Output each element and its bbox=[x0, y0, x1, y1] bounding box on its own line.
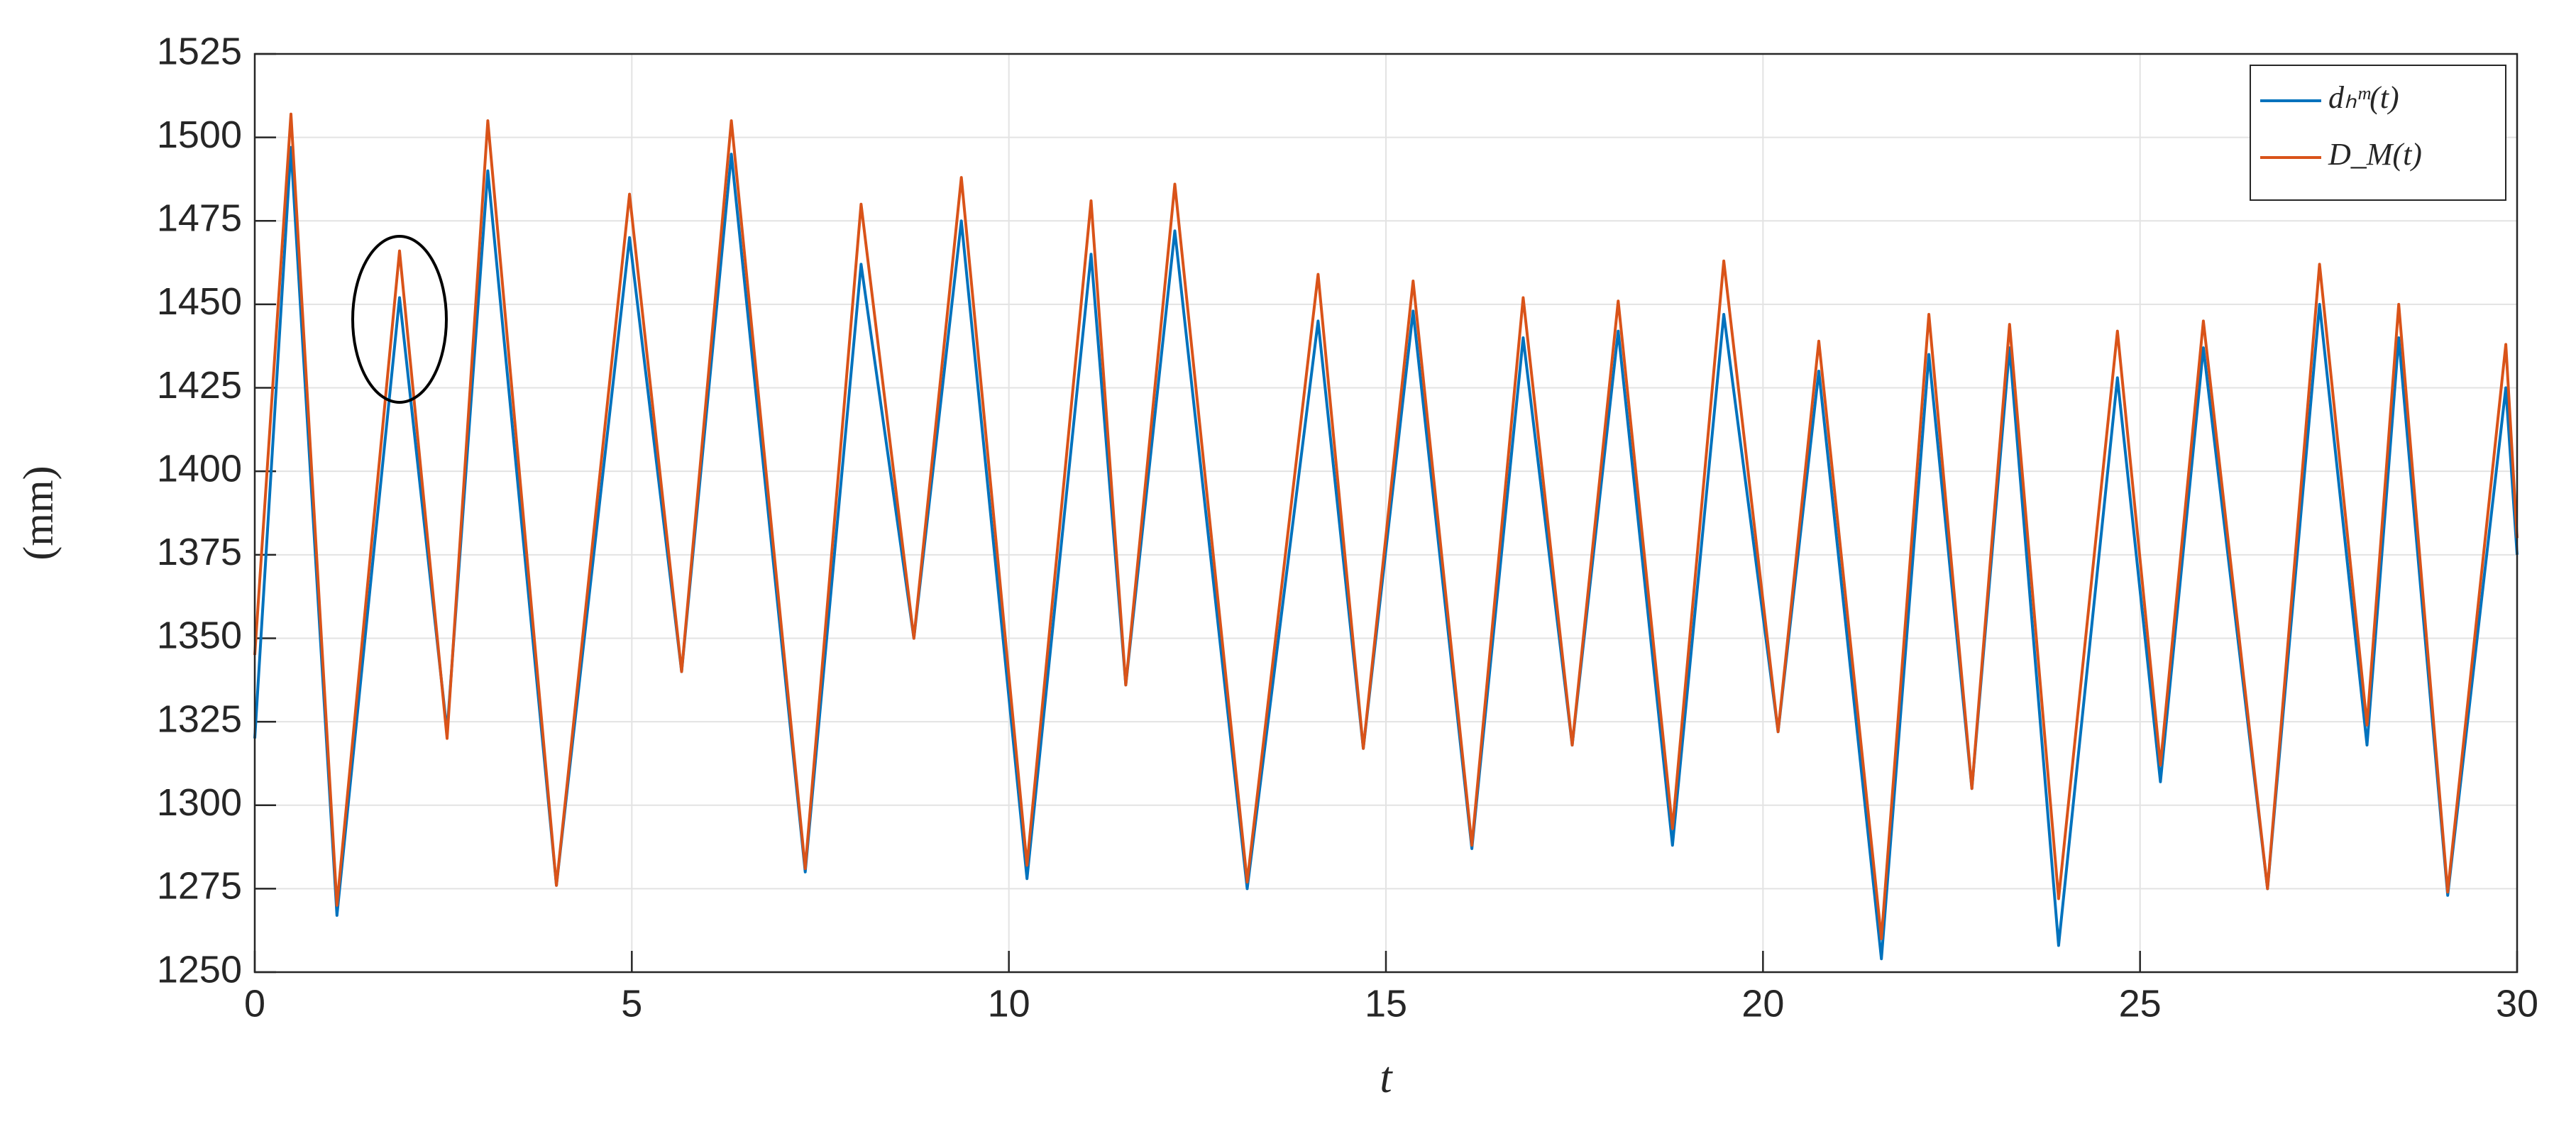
data-line bbox=[253, 112, 2519, 940]
legend-box bbox=[2250, 65, 2506, 201]
x-tick-label: 5 bbox=[621, 982, 642, 1025]
legend-label: dₕᵐ(t) bbox=[2328, 80, 2399, 115]
x-tick-label: 10 bbox=[988, 982, 1030, 1025]
x-tick-label: 0 bbox=[244, 982, 265, 1025]
y-tick-label: 1450 bbox=[157, 280, 242, 323]
y-tick-label: 1275 bbox=[157, 865, 242, 908]
y-tick-label: 1400 bbox=[157, 447, 242, 490]
y-tick-label: 1350 bbox=[157, 615, 242, 657]
x-tick-label: 20 bbox=[1741, 982, 1784, 1025]
y-tick-label: 1250 bbox=[157, 948, 242, 991]
y-tick-label: 1300 bbox=[157, 781, 242, 824]
x-tick-label: 25 bbox=[2119, 982, 2162, 1025]
legend-label: D_M(t) bbox=[2328, 137, 2422, 172]
y-tick-label: 1500 bbox=[157, 114, 242, 156]
annotation-ellipse bbox=[351, 235, 448, 404]
legend: dₕᵐ(t) D_M(t) bbox=[2250, 65, 2506, 201]
x-axis-label: t bbox=[1380, 1054, 1393, 1102]
y-tick-label: 1525 bbox=[157, 30, 242, 72]
y-tick-label: 1375 bbox=[157, 531, 242, 573]
x-tick-label: 30 bbox=[2496, 982, 2538, 1025]
y-tick-label: 1325 bbox=[157, 698, 242, 740]
y-axis-label: (mm) bbox=[15, 465, 62, 560]
plot-frame bbox=[253, 53, 2519, 974]
data-line bbox=[253, 145, 2519, 961]
y-tick-label: 1425 bbox=[157, 364, 242, 407]
y-tick-label: 1475 bbox=[157, 197, 242, 240]
x-tick-label: 15 bbox=[1365, 982, 1407, 1025]
